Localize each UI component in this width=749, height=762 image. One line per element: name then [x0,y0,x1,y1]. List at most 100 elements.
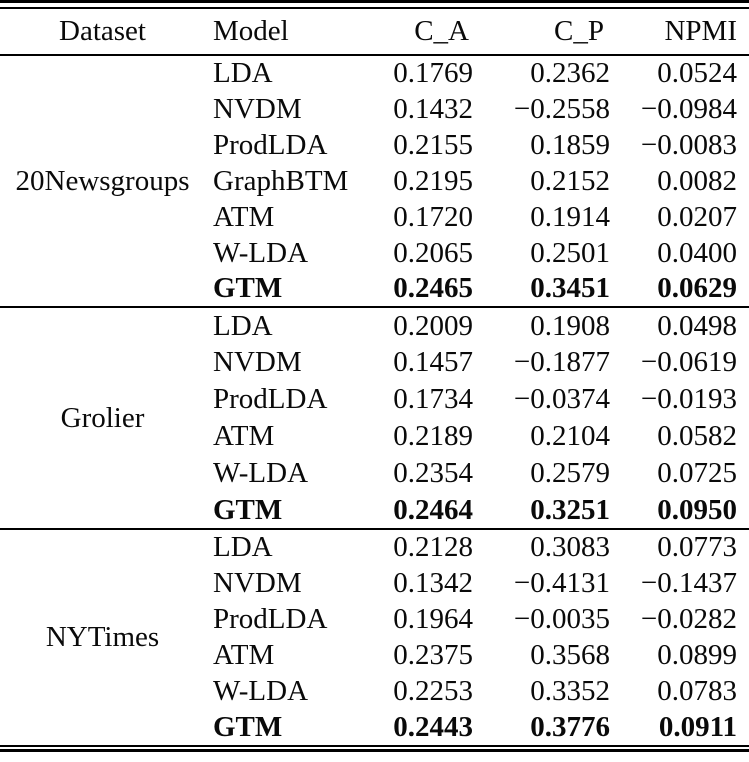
table-row: W-LDA 0.2065 0.2501 0.0400 [0,235,749,271]
npmi-cell: 0.0582 [657,420,737,452]
table-row: ATM 0.1720 0.1914 0.0207 [0,199,749,235]
cp-cell: 0.2579 [530,457,610,489]
model-cell: LDA [213,57,273,89]
ca-cell: 0.2464 [393,493,473,526]
table-bottom-rule [0,745,749,752]
npmi-cell: 0.0783 [657,674,737,707]
header-row: Dataset Model C_A C_P NPMI [0,9,749,55]
npmi-cell: −0.0193 [640,383,737,415]
cp-cell: 0.3352 [530,674,610,707]
cp-cell: 0.3251 [530,493,610,526]
table-row: GTM 0.2443 0.3776 0.0911 [0,709,749,745]
npmi-cell: 0.0899 [657,638,737,671]
table-row: ProdLDA 0.2155 0.1859 −0.0083 [0,127,749,163]
model-cell: ProdLDA [213,383,328,415]
ca-cell: 0.1769 [393,57,473,89]
cp-cell: −0.0035 [513,602,610,635]
table-row: GTM 0.2465 0.3451 0.0629 [0,271,749,307]
dataset-label: 20Newsgroups [15,164,190,197]
ca-cell: 0.1342 [393,566,473,599]
npmi-cell: −0.0282 [640,602,737,635]
npmi-cell: 0.0725 [657,457,737,489]
model-cell: LDA [213,531,273,563]
cp-cell: 0.3451 [530,272,610,304]
table-row: ATM 0.2189 0.2104 0.0582 [0,418,749,455]
column-header-ca: C_A [414,15,469,47]
model-cell: GTM [213,272,283,304]
table-row: ProdLDA 0.1964 −0.0035 −0.0282 [0,601,749,637]
ca-cell: 0.1432 [393,92,473,125]
column-header-model: Model [213,15,289,47]
model-cell: ATM [213,420,275,452]
model-cell: W-LDA [213,674,309,707]
npmi-cell: 0.0207 [657,200,737,233]
ca-cell: 0.2189 [393,420,473,452]
model-cell: W-LDA [213,236,309,269]
npmi-cell: 0.0498 [657,309,737,342]
npmi-cell: 0.0400 [657,236,737,269]
column-header-dataset: Dataset [59,15,146,47]
cp-cell: 0.2362 [530,57,610,89]
ca-cell: 0.1964 [393,602,473,635]
ca-cell: 0.1720 [393,200,473,233]
ca-cell: 0.2128 [393,531,473,563]
dataset-block: 20Newsgroups LDA 0.1769 0.2362 0.0524 NVDM 0.1… [0,55,749,307]
table-row: NVDM 0.1457 −0.1877 −0.0619 [0,344,749,381]
table-row: NVDM 0.1432 −0.2558 −0.0984 [0,91,749,127]
results-table: Dataset Model C_A C_P NPMI 20Newsgroups L… [0,9,749,745]
table-row: W-LDA 0.2253 0.3352 0.0783 [0,673,749,709]
cp-cell: −0.1877 [513,346,610,378]
ca-cell: 0.2354 [393,457,473,489]
cp-cell: 0.2501 [530,236,610,269]
table-row: NVDM 0.1342 −0.4131 −0.1437 [0,565,749,601]
ca-cell: 0.2155 [393,128,473,161]
npmi-cell: 0.0524 [657,57,737,89]
table-row: 20Newsgroups LDA 0.1769 0.2362 0.0524 [0,55,749,196]
npmi-cell: 0.0911 [658,710,737,743]
cp-cell: −0.4131 [513,566,610,599]
model-cell: GTM [213,710,283,743]
table-row: Grolier LDA 0.2009 0.1908 0.0498 [0,307,749,432]
table-top-rule [0,0,749,9]
model-cell: NVDM [213,92,302,125]
cp-cell: 0.3776 [530,710,610,743]
npmi-cell: 0.0950 [657,493,737,526]
npmi-cell: 0.0773 [657,531,737,563]
table-row: W-LDA 0.2354 0.2579 0.0725 [0,455,749,492]
ca-cell: 0.2009 [393,309,473,342]
model-cell: ProdLDA [213,602,328,635]
npmi-cell: −0.0083 [640,128,737,161]
model-cell: GTM [213,493,283,526]
ca-cell: 0.2375 [393,638,473,671]
cp-cell: 0.1859 [530,128,610,161]
table-row: NYTimes LDA 0.2128 0.3083 0.0773 [0,529,749,652]
ca-cell: 0.1734 [393,383,473,415]
npmi-cell: −0.0619 [640,346,737,378]
table-row: GTM 0.2464 0.3251 0.0950 [0,492,749,529]
ca-cell: 0.1457 [393,346,473,378]
dataset-label: NYTimes [45,621,160,653]
model-cell: GraphBTM [213,164,349,197]
cp-cell: −0.2558 [513,92,610,125]
dataset-block: NYTimes LDA 0.2128 0.3083 0.0773 NVDM 0.1342 −0… [0,529,749,745]
cp-cell: 0.3083 [530,531,610,563]
table-row: ATM 0.2375 0.3568 0.0899 [0,637,749,673]
cp-cell: 0.1914 [530,200,610,233]
cp-cell: −0.0374 [513,383,610,415]
column-header-npmi: NPMI [664,15,737,47]
cp-cell: 0.2104 [530,420,610,452]
model-cell: W-LDA [213,457,309,489]
column-header-cp: C_P [554,15,604,47]
model-cell: ProdLDA [213,128,328,161]
dataset-block: Grolier LDA 0.2009 0.1908 0.0498 NVDM 0.1457 −0… [0,307,749,529]
ca-cell: 0.2253 [393,674,473,707]
ca-cell: 0.2195 [393,164,473,197]
model-cell: LDA [213,309,273,342]
ca-cell: 0.2443 [393,710,473,743]
dataset-label: Grolier [60,401,145,434]
model-cell: ATM [213,200,275,233]
table-row: ProdLDA 0.1734 −0.0374 −0.0193 [0,381,749,418]
model-cell: ATM [213,638,275,671]
cp-cell: 0.2152 [530,164,610,197]
